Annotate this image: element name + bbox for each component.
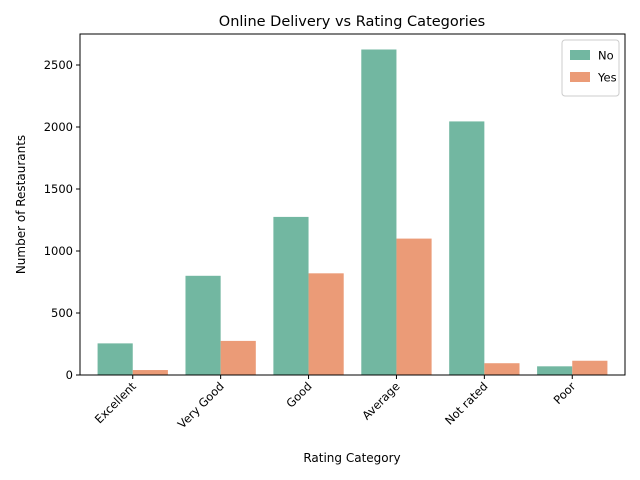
x-tick-label: Not rated [442,379,490,427]
y-tick-label: 500 [51,306,73,320]
y-tick-label: 0 [66,368,73,382]
plot-area: 0 500 1000 1500 2000 2500 Excellent Very Good Go… [44,49,608,431]
bar-no-not-rated [449,121,485,375]
bar-yes-average [396,238,432,375]
plot-frame [79,33,626,376]
y-tick-label: 2500 [44,58,73,72]
legend-label-no: No [598,49,614,63]
bar-no-poor [537,366,573,375]
bar-yes-poor [572,360,608,375]
legend-swatch-no [570,50,590,60]
x-tick-label: Very Good [175,379,227,431]
y-axis-label: Number of Restaurants [14,135,28,274]
y-tick-label: 1500 [44,182,73,196]
bar-no-good [273,216,309,375]
bar-yes-good [308,273,344,375]
legend: No Yes [561,39,620,97]
x-tick-label: Average [359,379,402,422]
bar-yes-not-rated [484,363,520,375]
x-tick-label: Good [283,379,314,410]
bar-yes-very-good [220,340,256,375]
x-tick-label: Excellent [92,379,139,426]
y-tick-label: 2000 [44,120,73,134]
bar-no-very-good [185,275,221,375]
bar-no-average [361,49,397,375]
chart-title: Online Delivery vs Rating Categories [219,14,485,30]
legend-label-yes: Yes [597,71,617,85]
bar-yes-excellent [132,370,168,375]
bar-no-excellent [97,343,133,375]
x-axis-label: Rating Category [303,451,400,465]
legend-swatch-yes [570,72,590,82]
y-tick-label: 1000 [44,244,73,258]
x-tick-label: Poor [551,379,579,407]
